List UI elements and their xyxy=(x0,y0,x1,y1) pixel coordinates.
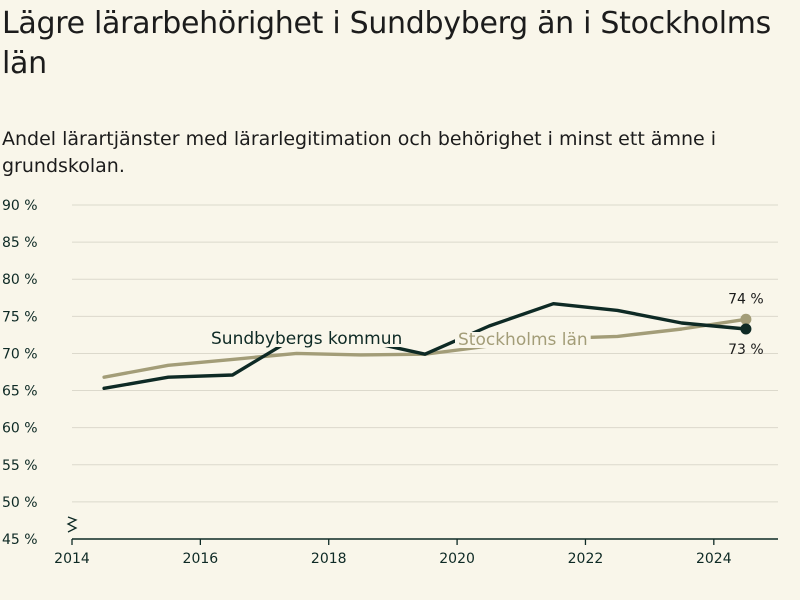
series-name-label-group: Sundbybergs kommun xyxy=(208,329,406,349)
chart-title: Lägre lärarbehörighet i Sundbyberg än i … xyxy=(2,6,771,81)
x-tick-label: 2016 xyxy=(183,551,219,567)
chart-subtitle: Andel lärartjänster med lärarlegitimatio… xyxy=(2,128,717,177)
x-axis xyxy=(66,516,778,545)
x-axis-ticks: 2014 2016 2018 2020 2022 2024 xyxy=(54,551,732,567)
x-tick-label: 2022 xyxy=(568,551,604,567)
series-name-label-group: Stockholms län xyxy=(455,330,591,350)
series-name-label: Stockholms län xyxy=(458,330,588,350)
y-tick-label: 70 % xyxy=(2,346,38,362)
y-tick-label: 45 % xyxy=(2,532,38,548)
x-tick-label: 2020 xyxy=(439,551,475,567)
x-tick-label: 2024 xyxy=(696,551,732,567)
axis-break-icon xyxy=(66,516,78,533)
x-tick-label: 2014 xyxy=(54,551,90,567)
x-tick-label: 2018 xyxy=(311,551,347,567)
series-lines xyxy=(102,302,752,390)
y-tick-label: 50 % xyxy=(2,495,38,511)
series-line xyxy=(102,317,748,379)
series-labels: Sundbybergs kommun Stockholms län 74 % 73 % xyxy=(208,291,764,358)
end-value-label: 74 % xyxy=(728,291,764,307)
y-tick-label: 75 % xyxy=(2,309,38,325)
label-background xyxy=(208,331,406,347)
y-tick-label: 90 % xyxy=(2,198,38,214)
label-background xyxy=(455,332,591,348)
y-tick-label: 80 % xyxy=(2,272,38,288)
series-line xyxy=(102,302,748,390)
series-end-point xyxy=(740,323,752,335)
y-tick-label: 65 % xyxy=(2,384,38,400)
y-axis-ticks: 45 % 50 % 55 % 60 % 65 % 70 % 75 % 80 % 85 % 90 % xyxy=(2,198,38,548)
y-tick-label: 55 % xyxy=(2,458,38,474)
series-end-point xyxy=(740,313,752,325)
y-tick-label: 60 % xyxy=(2,421,38,437)
end-value-label: 73 % xyxy=(728,342,764,358)
series-name-label: Sundbybergs kommun xyxy=(211,329,402,349)
y-tick-label: 85 % xyxy=(2,235,38,251)
